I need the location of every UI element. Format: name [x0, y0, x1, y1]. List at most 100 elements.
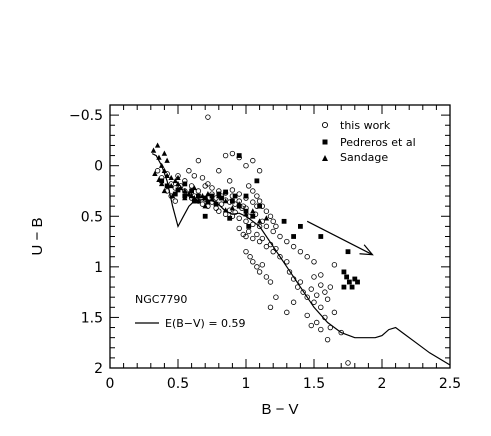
- point-this-work: [331, 262, 338, 268]
- data-points: [150, 114, 360, 366]
- point-sandage: [168, 174, 174, 181]
- point-this-work: [256, 168, 263, 174]
- point-sandage: [178, 184, 184, 191]
- point-this-work: [243, 162, 249, 169]
- point-sandage: [186, 191, 192, 197]
- point-this-work: [314, 319, 320, 326]
- point-this-work: [218, 201, 225, 207]
- point-pedreros: [254, 178, 260, 184]
- point-this-work: [277, 233, 283, 240]
- point-sandage: [263, 215, 270, 221]
- point-this-work: [209, 185, 215, 191]
- point-pedreros: [281, 218, 287, 224]
- point-this-work: [195, 157, 202, 164]
- point-pedreros: [175, 187, 181, 193]
- point-this-work: [259, 235, 266, 242]
- point-pedreros: [227, 215, 233, 221]
- point-sandage: [229, 205, 236, 211]
- point-sandage: [213, 200, 219, 206]
- point-sandage: [222, 207, 229, 213]
- point-this-work: [216, 168, 222, 174]
- point-this-work: [338, 329, 344, 336]
- point-pedreros: [182, 181, 188, 187]
- y-tick-label: 2: [94, 361, 103, 377]
- point-pedreros: [349, 284, 355, 290]
- point-this-work: [273, 223, 279, 230]
- point-this-work: [236, 225, 242, 232]
- point-sandage: [188, 193, 195, 199]
- point-this-work: [232, 209, 238, 215]
- point-this-work: [263, 274, 270, 280]
- y-tick-label: −0.5: [69, 108, 103, 124]
- point-pedreros: [250, 213, 256, 219]
- point-this-work: [314, 292, 320, 298]
- point-this-work: [324, 336, 331, 343]
- point-pedreros: [318, 234, 324, 239]
- point-sandage: [168, 182, 174, 189]
- point-sandage: [164, 157, 170, 163]
- point-this-work: [236, 215, 242, 221]
- legend-label-this-work: this work: [340, 119, 391, 132]
- point-this-work: [318, 282, 324, 288]
- point-pedreros: [209, 193, 215, 199]
- point-pedreros: [223, 189, 228, 195]
- point-this-work: [290, 299, 297, 305]
- legend-marker-filled-triangle: [322, 155, 328, 161]
- point-sandage: [161, 167, 168, 173]
- point-pedreros: [232, 193, 238, 199]
- point-sandage: [150, 147, 157, 153]
- point-this-work: [256, 238, 263, 245]
- point-pedreros: [291, 234, 296, 239]
- reddening-line-label: E(B−V) = 0.59: [165, 317, 246, 330]
- point-this-work: [290, 276, 297, 282]
- legend: this work Pedreros et al Sandage: [321, 119, 416, 164]
- point-sandage: [236, 201, 242, 207]
- point-this-work: [205, 181, 211, 187]
- point-sandage: [156, 154, 162, 160]
- point-this-work: [250, 259, 256, 265]
- point-this-work: [318, 326, 324, 333]
- point-this-work: [300, 289, 306, 295]
- point-this-work: [191, 173, 198, 179]
- point-pedreros: [298, 223, 303, 229]
- point-pedreros: [341, 269, 347, 275]
- point-this-work: [286, 269, 293, 275]
- legend-label-pedreros: Pedreros et al: [340, 136, 416, 149]
- point-this-work: [213, 205, 219, 211]
- point-this-work: [322, 289, 328, 295]
- point-this-work: [263, 223, 270, 230]
- y-tick-labels: −0.5 0 0.5 1 1.5 2: [69, 108, 103, 377]
- point-this-work: [226, 178, 233, 184]
- y-axis-title: U − B: [29, 218, 46, 256]
- point-sandage: [256, 218, 263, 224]
- point-this-work: [250, 221, 256, 228]
- point-sandage: [164, 172, 170, 179]
- x-tick-label: 0.5: [167, 376, 189, 392]
- point-sandage: [158, 180, 165, 187]
- point-this-work: [311, 259, 317, 265]
- cluster-label: NGC7790: [135, 293, 187, 306]
- point-this-work: [240, 231, 246, 238]
- point-this-work: [273, 245, 279, 252]
- x-axis-title: B − V: [261, 401, 298, 418]
- point-sandage: [209, 196, 215, 202]
- point-this-work: [205, 114, 211, 120]
- point-pedreros: [172, 191, 178, 197]
- point-this-work: [324, 296, 331, 302]
- y-tick-label: 1.5: [81, 310, 103, 326]
- legend-marker-filled-square: [322, 139, 328, 145]
- point-sandage: [161, 187, 168, 194]
- legend-label-sandage: Sandage: [340, 151, 388, 164]
- point-this-work: [256, 223, 263, 230]
- point-this-work: [267, 279, 274, 285]
- point-this-work: [222, 211, 229, 217]
- point-pedreros: [345, 249, 351, 255]
- point-this-work: [250, 157, 256, 164]
- point-this-work: [154, 168, 161, 174]
- point-sandage: [195, 198, 202, 204]
- x-tick-labels: 0 0.5 1 1.5 2 2.5: [106, 376, 462, 392]
- point-pedreros: [191, 198, 197, 204]
- point-this-work: [256, 269, 263, 275]
- point-pedreros: [344, 274, 350, 280]
